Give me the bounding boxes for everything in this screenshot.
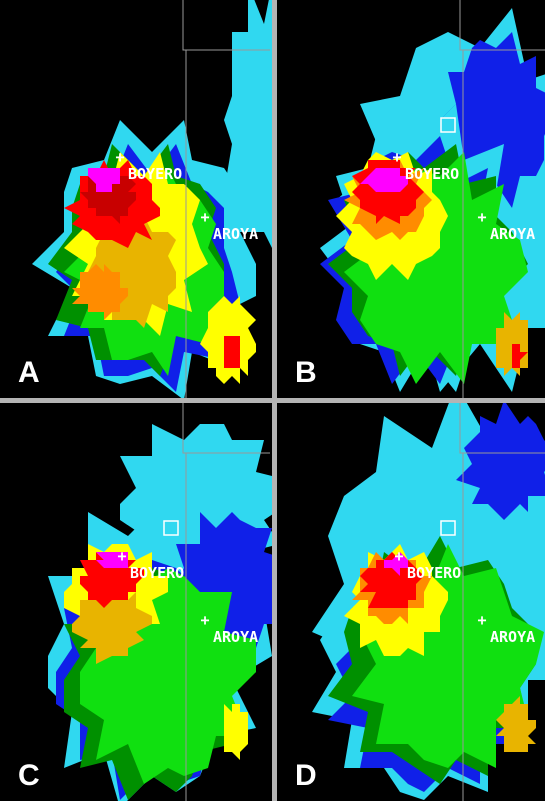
plus-marker: + bbox=[392, 148, 401, 166]
county-line bbox=[459, 0, 545, 51]
town-label: AROYA bbox=[490, 225, 535, 243]
echo bbox=[224, 0, 272, 248]
panel-letter: A bbox=[18, 356, 40, 389]
plus-marker: + bbox=[477, 611, 486, 629]
plus-marker: + bbox=[115, 148, 124, 166]
town-label: BOYERO bbox=[407, 564, 461, 582]
echo bbox=[384, 552, 408, 576]
county-line bbox=[182, 0, 270, 51]
echo bbox=[512, 344, 528, 368]
county-line bbox=[459, 403, 545, 454]
town-label: BOYERO bbox=[128, 165, 182, 183]
echo bbox=[96, 552, 136, 576]
echo bbox=[360, 168, 408, 192]
echo bbox=[224, 704, 248, 760]
panel-letter: B bbox=[295, 356, 317, 389]
plus-marker: + bbox=[117, 547, 126, 565]
town-label: BOYERO bbox=[405, 165, 459, 183]
marker-box bbox=[440, 117, 456, 133]
marker-box bbox=[440, 520, 456, 536]
marker-box bbox=[163, 520, 179, 536]
echo bbox=[72, 264, 128, 320]
town-label: AROYA bbox=[213, 225, 258, 243]
panel-letter: D bbox=[295, 759, 317, 792]
echo bbox=[496, 696, 536, 752]
echo bbox=[456, 403, 545, 520]
echo bbox=[88, 168, 120, 192]
plus-marker: + bbox=[477, 208, 486, 226]
town-label: AROYA bbox=[213, 628, 258, 646]
county-line bbox=[182, 403, 270, 454]
echo bbox=[224, 328, 240, 376]
plus-marker: + bbox=[200, 611, 209, 629]
plus-marker: + bbox=[394, 547, 403, 565]
panel-letter: C bbox=[18, 759, 40, 792]
town-label: BOYERO bbox=[130, 564, 184, 582]
echo bbox=[72, 584, 152, 664]
town-label: AROYA bbox=[490, 628, 535, 646]
plus-marker: + bbox=[200, 208, 209, 226]
